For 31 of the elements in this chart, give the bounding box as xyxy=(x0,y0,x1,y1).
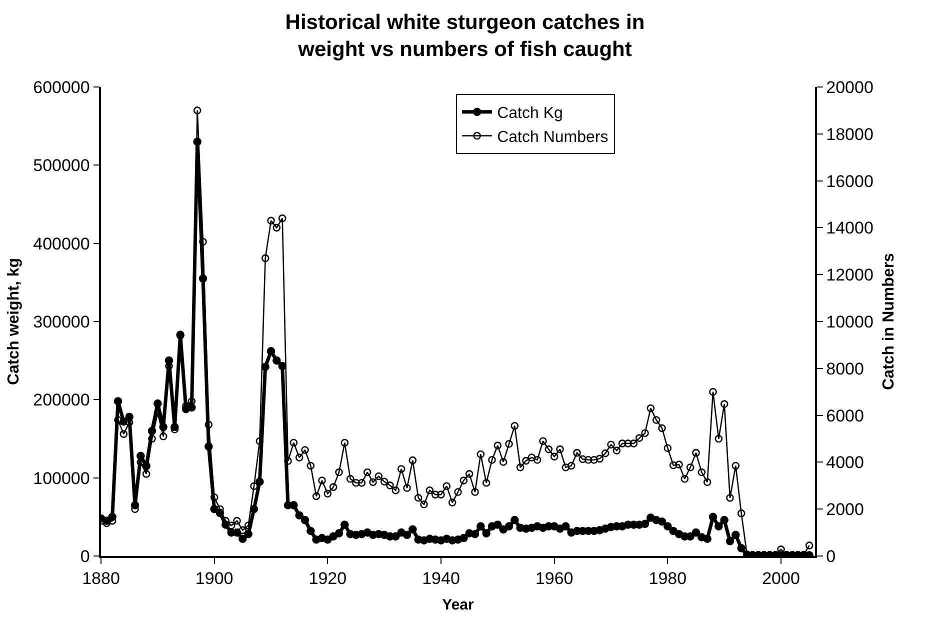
chart-title: Historical white sturgeon catches in weight vs numbers of fish caught xyxy=(285,10,645,62)
legend-label: Catch Kg xyxy=(497,105,563,122)
x-tick-label: 1940 xyxy=(422,569,460,588)
y2-tick-label: 12000 xyxy=(826,266,874,285)
y2-tick-label: 14000 xyxy=(826,218,874,238)
y-tick-label: 300000 xyxy=(33,312,90,332)
x-axis-title: Year xyxy=(442,596,474,614)
y2-tick-label: 18000 xyxy=(826,124,874,144)
y2-tick-label: 2000 xyxy=(826,500,864,520)
x-tick-label: 1920 xyxy=(308,569,347,588)
y2-tick-label: 16000 xyxy=(826,172,874,191)
x-tick-label: 1880 xyxy=(82,569,120,588)
y-tick-label: 100000 xyxy=(33,468,90,488)
y-tick-label: 400000 xyxy=(33,234,90,254)
y2-tick-label: 10000 xyxy=(826,312,874,332)
x-tick-label: 1980 xyxy=(648,569,687,588)
x-tick-label: 2000 xyxy=(762,569,800,588)
x-tick-label: 1960 xyxy=(535,569,574,588)
legend-label: Catch Numbers xyxy=(497,128,608,146)
y2-axis-title: Catch in Numbers xyxy=(880,252,898,390)
y-tick-label: 500000 xyxy=(33,156,90,176)
y-tick-label: 0 xyxy=(80,546,90,566)
y2-tick-label: 20000 xyxy=(826,78,874,97)
y-tick-label: 600000 xyxy=(33,78,90,97)
y2-tick-label: 4000 xyxy=(826,453,864,472)
y-tick-label: 200000 xyxy=(33,390,90,410)
y2-tick-label: 8000 xyxy=(826,359,864,378)
y2-tick-label: 0 xyxy=(826,546,836,566)
y-axis-title: Catch weight, kg xyxy=(6,258,23,386)
y2-tick-label: 6000 xyxy=(826,406,864,426)
x-tick-label: 1900 xyxy=(195,569,234,588)
